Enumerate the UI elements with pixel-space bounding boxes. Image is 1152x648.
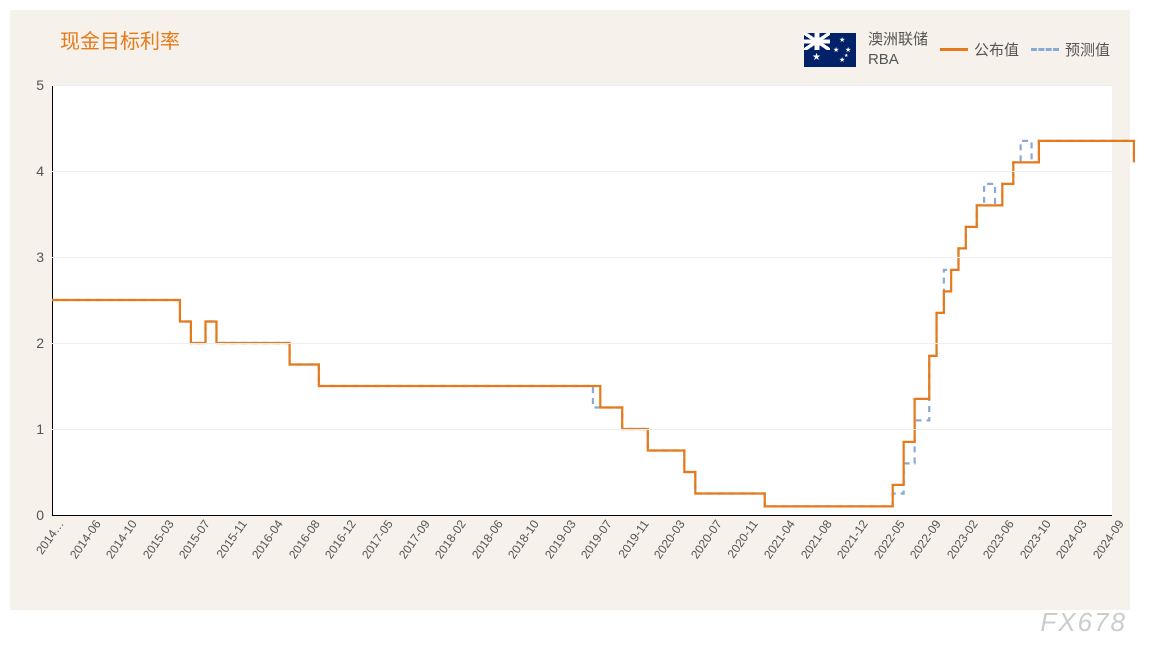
x-tick-label: 2018-10 [505,517,542,561]
y-tick-label: 2 [36,335,44,351]
x-tick-label: 2024-09 [1090,517,1127,561]
x-tick-label: 2019-03 [542,517,579,561]
y-tick-label: 3 [36,249,44,265]
x-tick-label: 2020-03 [651,517,688,561]
forecast-line [52,141,1134,507]
x-axis [52,515,1112,516]
chart-title: 现金目标利率 [60,25,180,54]
legend-forecast: 预测值 [1031,39,1110,60]
gridline [52,343,1112,344]
y-tick-label: 5 [36,77,44,93]
gridline [52,85,1112,86]
x-tick-label: 2019-07 [578,517,615,561]
x-tick-label: 2023-10 [1017,517,1054,561]
gridline [52,429,1112,430]
legend-forecast-label: 预测值 [1065,39,1110,60]
x-tick-label: 2017-09 [396,517,433,561]
x-tick-label: 2024-03 [1053,517,1090,561]
watermark: FX678 [1040,607,1127,638]
y-tick-label: 4 [36,163,44,179]
x-tick-label: 2021-04 [761,517,798,561]
legend-actual-label: 公布值 [974,39,1019,60]
x-tick-label: 2018-06 [469,517,506,561]
x-tick-label: 2018-02 [432,517,469,561]
y-tick-label: 1 [36,421,44,437]
y-tick-label: 0 [36,507,44,523]
chart-lines [52,85,1112,515]
x-tick-label: 2023-02 [944,517,981,561]
x-tick-label: 2020-07 [688,517,725,561]
x-tick-label: 2016-04 [249,517,286,561]
australia-flag-icon: ★ ★ ★ ★ ★ ★ [804,33,856,67]
bank-name: 澳洲联储 RBA [868,30,928,69]
x-tick-label: 2021-12 [834,517,871,561]
x-tick-label: 2014-06 [67,517,104,561]
gridline [52,257,1112,258]
x-tick-label: 2015-11 [213,517,249,560]
x-tick-label: 2021-08 [798,517,835,561]
gridline [52,171,1112,172]
actual-line [52,141,1134,507]
bank-name-en: RBA [868,50,928,70]
x-tick-label: 2015-07 [176,517,213,561]
x-tick-label: 2022-05 [871,517,908,561]
x-tick-label: 2016-12 [322,517,359,561]
legend-forecast-swatch [1031,48,1059,51]
plot-area: 0123452014…2014-062014-102015-032015-072… [52,85,1112,515]
x-tick-label: 2014-10 [103,517,140,561]
bank-name-cn: 澳洲联储 [868,30,928,50]
x-tick-label: 2022-09 [907,517,944,561]
legend: ★ ★ ★ ★ ★ ★ 澳洲联储 RBA 公布值 预测值 [804,30,1110,69]
legend-actual-swatch [940,48,968,51]
x-tick-label: 2023-06 [980,517,1017,561]
legend-actual: 公布值 [940,39,1019,60]
x-tick-label: 2020-11 [725,517,761,560]
x-tick-label: 2014… [33,517,67,557]
x-tick-label: 2019-11 [615,517,651,560]
x-tick-label: 2016-08 [286,517,323,561]
chart-container: 现金目标利率 ★ ★ ★ ★ ★ ★ 澳洲联储 RBA 公布值 预测值 0123… [10,10,1130,610]
x-tick-label: 2017-05 [359,517,396,561]
x-tick-label: 2015-03 [140,517,177,561]
